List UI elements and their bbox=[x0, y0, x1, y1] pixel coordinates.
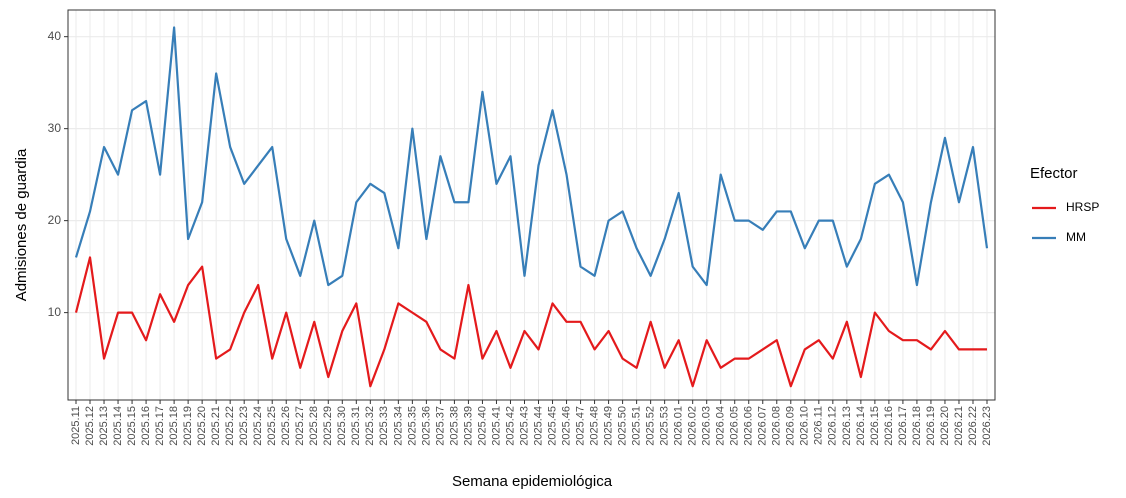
plot-background bbox=[68, 10, 995, 400]
x-tick-label: 2026.17 bbox=[897, 406, 909, 446]
x-tick-label: 2026.18 bbox=[911, 406, 923, 446]
x-tick-label: 2025.47 bbox=[574, 406, 586, 446]
x-tick-label: 2025.42 bbox=[504, 406, 516, 446]
x-tick-label: 2026.21 bbox=[953, 406, 965, 446]
x-tick-label: 2025.14 bbox=[112, 406, 124, 446]
x-tick-label: 2026.16 bbox=[883, 406, 895, 446]
x-tick-label: 2025.19 bbox=[182, 406, 194, 446]
x-tick-label: 2025.38 bbox=[448, 406, 460, 446]
x-tick-label: 2026.10 bbox=[799, 406, 811, 446]
x-tick-label: 2025.39 bbox=[462, 406, 474, 446]
x-axis-label: Semana epidemiológica bbox=[452, 473, 613, 490]
x-tick-label: 2026.20 bbox=[939, 406, 951, 446]
x-tick-label: 2025.44 bbox=[532, 406, 544, 446]
x-tick-label: 2026.19 bbox=[925, 406, 937, 446]
x-tick-label: 2026.01 bbox=[673, 406, 685, 446]
x-tick-label: 2025.48 bbox=[588, 406, 600, 446]
x-tick-label: 2025.25 bbox=[266, 406, 278, 446]
x-tick-label: 2025.16 bbox=[140, 406, 152, 446]
plot-border bbox=[67, 9, 996, 401]
x-tick-label: 2026.04 bbox=[715, 406, 727, 446]
x-tick-label: 2025.40 bbox=[476, 406, 488, 446]
x-tick-label: 2025.13 bbox=[98, 406, 110, 446]
x-tick-label: 2026.02 bbox=[687, 406, 699, 446]
x-tick-label: 2026.14 bbox=[855, 406, 867, 446]
x-tick-label: 2025.50 bbox=[617, 406, 629, 446]
x-tick-label: 2025.31 bbox=[350, 406, 362, 446]
y-tick-label: 20 bbox=[48, 213, 62, 227]
x-tick-label: 2025.17 bbox=[154, 406, 166, 446]
x-tick-label: 2025.22 bbox=[224, 406, 236, 446]
x-tick-label: 2025.32 bbox=[364, 406, 376, 446]
x-tick-label: 2026.06 bbox=[743, 406, 755, 446]
x-tick-label: 2026.23 bbox=[981, 406, 993, 446]
x-tick-label: 2025.41 bbox=[490, 406, 502, 446]
x-tick-label: 2025.37 bbox=[434, 406, 446, 446]
x-tick-label: 2025.23 bbox=[238, 406, 250, 446]
x-tick-label: 2025.51 bbox=[631, 406, 643, 446]
y-tick-label: 30 bbox=[48, 121, 62, 135]
data-line bbox=[74, 26, 989, 287]
x-tick-label: 2025.46 bbox=[560, 406, 572, 446]
x-tick-label: 2025.11 bbox=[70, 406, 82, 445]
x-tick-label: 2025.12 bbox=[84, 406, 96, 446]
x-tick-label: 2026.07 bbox=[757, 406, 769, 446]
x-tick-label: 2026.15 bbox=[869, 406, 881, 446]
x-tick-label: 2026.09 bbox=[785, 406, 797, 446]
x-tick-label: 2025.20 bbox=[196, 406, 208, 446]
x-tick-label: 2025.43 bbox=[518, 406, 530, 446]
y-axis-label: Admisiones de guardia bbox=[13, 148, 30, 301]
x-tick-label: 2025.15 bbox=[126, 406, 138, 446]
x-tick-label: 2025.52 bbox=[645, 406, 657, 446]
x-tick-label: 2025.29 bbox=[322, 406, 334, 446]
legend-label: MM bbox=[1066, 230, 1086, 244]
x-tick-label: 2025.35 bbox=[406, 406, 418, 446]
x-tick-label: 2025.53 bbox=[659, 406, 671, 446]
y-tick-label: 40 bbox=[48, 29, 62, 43]
x-tick-label: 2026.22 bbox=[967, 406, 979, 446]
x-tick-label: 2025.26 bbox=[280, 406, 292, 446]
x-tick-label: 2026.12 bbox=[827, 406, 839, 446]
data-line bbox=[74, 256, 987, 388]
x-tick-label: 2026.05 bbox=[729, 406, 741, 446]
x-tick-label: 2025.24 bbox=[252, 406, 264, 446]
y-tick-label: 10 bbox=[48, 305, 62, 319]
x-tick-label: 2026.11 bbox=[813, 406, 825, 445]
x-tick-label: 2026.03 bbox=[701, 406, 713, 446]
x-tick-label: 2025.34 bbox=[392, 406, 404, 446]
x-tick-label: 2025.28 bbox=[308, 406, 320, 446]
x-tick-label: 2025.30 bbox=[336, 406, 348, 446]
legend-title: Efector bbox=[1030, 165, 1078, 182]
x-tick-label: 2025.21 bbox=[210, 406, 222, 446]
x-tick-label: 2026.13 bbox=[841, 406, 853, 446]
legend-label: HRSP bbox=[1066, 200, 1099, 214]
x-tick-label: 2025.18 bbox=[168, 406, 180, 446]
x-tick-label: 2025.33 bbox=[378, 406, 390, 446]
x-tick-label: 2025.49 bbox=[602, 406, 614, 446]
x-tick-label: 2025.45 bbox=[546, 406, 558, 446]
x-tick-label: 2025.36 bbox=[420, 406, 432, 446]
x-tick-label: 2026.08 bbox=[771, 406, 783, 446]
x-tick-label: 2025.27 bbox=[294, 406, 306, 446]
